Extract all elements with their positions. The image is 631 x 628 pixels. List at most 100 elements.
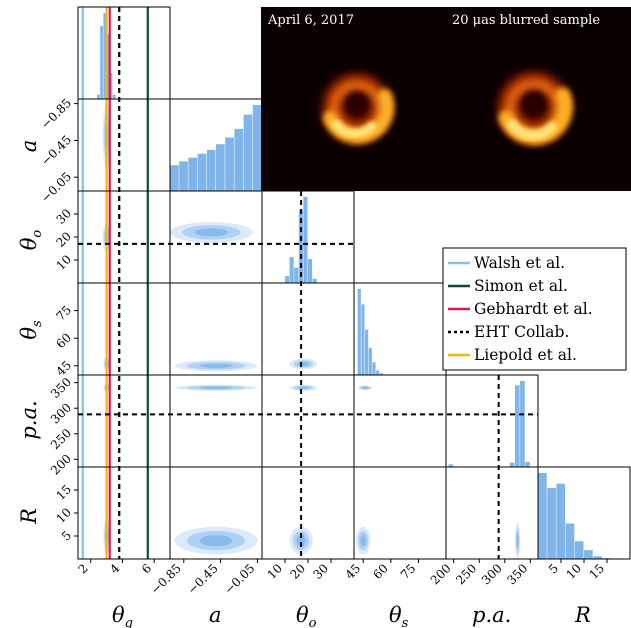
density-contour-theta_s-theta_o	[289, 358, 318, 370]
hist-bar-theta_g	[109, 73, 113, 99]
ylabel-theta-o: θo	[17, 230, 45, 251]
hist-bar-R	[556, 483, 566, 559]
hist-bar-a	[252, 105, 262, 191]
y-tick-label: −0.45	[38, 133, 74, 169]
density-contour-R-pa	[515, 527, 520, 554]
panel-frame-R-pa	[445, 466, 539, 560]
y-tick-label: 60	[53, 330, 74, 351]
x-tick-label: −0.45	[185, 561, 221, 597]
hist-bar-pa	[515, 385, 520, 467]
x-tick-label: 200	[428, 561, 454, 587]
y-tick-label: 5	[59, 528, 74, 543]
density-contour-pa-theta_s	[359, 385, 371, 390]
ylabel-theta-s: θs	[17, 320, 45, 340]
y-tick-label: 350	[48, 375, 74, 401]
density-contour-R-theta_s	[358, 530, 369, 551]
density-contour-R-theta_o	[289, 526, 313, 555]
density-contour-R-theta_s	[360, 535, 367, 547]
hist-bar-theta_o	[303, 197, 308, 283]
density-contour-theta_o-a	[182, 225, 241, 240]
hist-bar-pa	[509, 462, 515, 467]
density-contour-R-theta_o	[296, 535, 306, 547]
x-axis-labels: θg a θo θs p.a. R	[112, 603, 591, 628]
hist-bar-theta_g	[112, 94, 116, 99]
y-tick-label: 30	[53, 206, 74, 227]
hist-bar-a	[197, 153, 207, 191]
hist-bar-theta_s	[357, 289, 361, 375]
legend: Walsh et al. Simon et al. Gebhardt et al…	[442, 247, 627, 371]
legend-label-liepold: Liepold et al.	[474, 346, 577, 364]
density-contour-theta_s-theta_o	[293, 360, 314, 368]
x-tick-label: 60	[370, 561, 391, 582]
density-contour-R-theta_s	[355, 526, 371, 555]
x-tick-label: 300	[479, 561, 505, 587]
hist-bar-R	[584, 550, 593, 559]
density-contour-theta_s-a	[199, 363, 233, 369]
density-contour-theta_o-a	[170, 222, 253, 243]
panel-frame-theta_g-theta_g	[77, 6, 171, 100]
hist-bar-theta_o	[289, 257, 294, 283]
legend-label-eht: EHT Collab.	[474, 323, 569, 341]
image-title-left: April 6, 2017	[267, 13, 354, 28]
hist-bar-theta_g	[97, 94, 100, 99]
density-contour-pa-theta_s	[357, 385, 373, 391]
hist-bar-theta_s	[361, 304, 365, 375]
hist-bar-a	[216, 144, 225, 191]
hist-bar-theta_o	[294, 267, 299, 283]
x-tick-label: −0.05	[222, 561, 258, 597]
x-tick-label: 30	[310, 561, 331, 582]
panel-frame-theta_o-theta_g	[77, 190, 171, 284]
ylabel-a: a	[17, 140, 41, 153]
x-tick-label: 75	[398, 561, 419, 582]
hist-bar-theta_o	[308, 258, 313, 283]
x-tick-label: 10	[563, 561, 584, 582]
x-tick-label: 250	[453, 561, 479, 587]
hist-bar-theta_s	[376, 370, 380, 375]
xlabel-theta-o: θo	[296, 603, 317, 628]
y-tick-label: 10	[53, 252, 74, 273]
y-tick-label: 75	[53, 303, 74, 324]
x-tick-label: 20	[287, 561, 308, 582]
density-contour-theta_s-a	[187, 361, 245, 370]
image-panel: April 6, 2017 20 μas blurred sample	[261, 7, 631, 191]
hist-bar-theta_o	[285, 276, 290, 283]
panel-frame-pa-theta_g	[77, 374, 171, 468]
xlabel-R: R	[574, 603, 591, 627]
hist-bar-a	[170, 165, 179, 191]
y-tick-label: −0.05	[38, 169, 74, 205]
hist-bar-R	[574, 541, 584, 559]
hist-bar-a	[243, 114, 253, 191]
legend-entry-walsh: Walsh et al.	[448, 254, 565, 272]
legend-entry-liepold: Liepold et al.	[448, 346, 577, 364]
y-tick-label: 15	[53, 482, 74, 503]
hist-bar-theta_g	[100, 25, 103, 99]
hist-bar-a	[225, 137, 234, 191]
density-contour-pa-theta_s	[362, 386, 368, 389]
hist-bar-theta_g	[106, 34, 110, 99]
legend-label-gebhardt: Gebhardt et al.	[474, 300, 593, 318]
y-tick-label: 250	[48, 426, 74, 452]
x-tick-label: 45	[343, 561, 364, 582]
y-tick-label: 10	[53, 505, 74, 526]
ylabel-pa: p.a.	[17, 400, 41, 439]
ring-image-left	[315, 66, 399, 150]
panel-frame-theta_s-theta_g	[77, 282, 171, 376]
x-tick-label: 4	[107, 561, 123, 577]
hist-bar-theta_s	[368, 347, 372, 375]
x-tick-label: 5	[546, 561, 561, 576]
hist-bar-a	[234, 128, 244, 191]
hist-bar-a	[206, 149, 216, 191]
hist-bar-theta_g	[103, 13, 107, 99]
y-tick-label: −0.85	[38, 96, 74, 132]
hist-bar-R	[593, 556, 602, 559]
y-tick-label: 300	[48, 400, 74, 426]
xlabel-a: a	[209, 603, 222, 627]
density-contour-R-pa	[515, 522, 521, 559]
hist-bar-R	[547, 488, 556, 559]
density-contour-theta_o-a	[194, 228, 228, 237]
xlabel-theta-s: θs	[389, 603, 409, 628]
x-tick-label: −0.85	[148, 561, 184, 597]
y-tick-label: 20	[53, 229, 74, 250]
density-contour-R-theta_o	[293, 530, 310, 551]
hist-bar-pa	[520, 381, 525, 467]
